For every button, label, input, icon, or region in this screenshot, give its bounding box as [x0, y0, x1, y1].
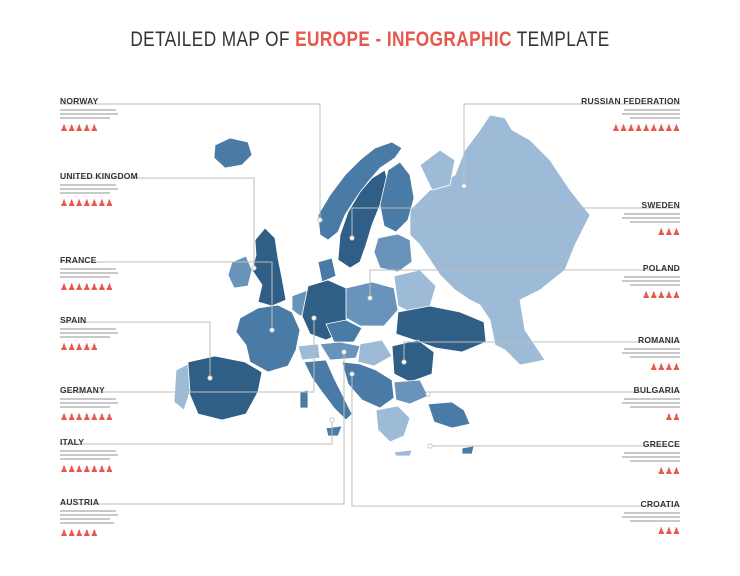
label-block-italy: ITALY ♟♟♟♟♟♟♟ [60, 437, 160, 474]
label-block-norway: NORWAY ♟♟♟♟♟ [60, 96, 160, 133]
country-name: SWEDEN [641, 200, 680, 210]
person-icons: ♟♟♟♟♟♟♟ [60, 464, 113, 474]
region-iceland [213, 137, 253, 169]
region-russia [409, 114, 591, 366]
placeholder-text [580, 276, 680, 286]
country-name: GERMANY [60, 385, 105, 395]
title-part-3: TEMPLATE [511, 28, 610, 51]
region-norway [317, 141, 403, 241]
region-france [235, 304, 301, 373]
region-russia-north [419, 149, 456, 191]
region-baltics [373, 233, 413, 273]
label-block-russian-federation: RUSSIAN FEDERATION ♟♟♟♟♟♟♟♟♟ [580, 96, 681, 133]
label-block-spain: SPAIN ♟♟♟♟♟ [60, 315, 160, 352]
country-name: FRANCE [60, 255, 97, 265]
country-name: AUSTRIA [60, 497, 100, 507]
label-block-croatia: CROATIA ♟♟♟ [580, 499, 681, 536]
country-name: SPAIN [60, 315, 87, 325]
country-name: ITALY [60, 437, 85, 447]
country-name: CROATIA [640, 499, 680, 509]
person-icons: ♟♟♟♟♟♟♟ [60, 198, 113, 208]
person-icons: ♟♟♟♟♟♟♟ [60, 282, 113, 292]
label-block-bulgaria: BULGARIA ♟♟ [580, 385, 681, 422]
region-poland [345, 281, 399, 327]
region-uk [251, 227, 287, 307]
placeholder-text [60, 450, 160, 460]
map-markers [207, 183, 467, 449]
person-icons: ♟♟♟♟♟ [60, 342, 98, 352]
region-spain [185, 355, 263, 421]
label-block-greece: GREECE ♟♟♟ [580, 439, 681, 476]
placeholder-text [580, 398, 680, 408]
region-bulgaria [393, 379, 429, 405]
region-turkey [427, 401, 471, 429]
person-icons: ♟♟♟♟♟ [60, 123, 98, 133]
map-regions [173, 114, 591, 457]
person-icons: ♟♟♟♟♟ [642, 290, 680, 300]
placeholder-text [60, 328, 160, 338]
placeholder-text [580, 348, 680, 358]
label-block-germany: GERMANY ♟♟♟♟♟♟♟ [60, 385, 160, 422]
country-name: UNITED KINGDOM [60, 171, 138, 181]
label-block-united-kingdom: UNITED KINGDOM ♟♟♟♟♟♟♟ [60, 171, 160, 208]
person-icons: ♟♟ [664, 412, 681, 422]
person-icons: ♟♟♟ [657, 466, 680, 476]
country-name: NORWAY [60, 96, 99, 106]
country-name: ROMANIA [637, 335, 680, 345]
region-czechia [325, 319, 363, 343]
region-greece [375, 405, 411, 443]
placeholder-text [580, 109, 680, 119]
person-icons: ♟♟♟♟ [649, 362, 681, 372]
region-austria [319, 341, 361, 361]
person-icons: ♟♟♟ [657, 526, 680, 536]
placeholder-text [580, 213, 680, 223]
person-icons: ♟♟♟♟♟♟♟ [60, 412, 113, 422]
label-block-poland: POLAND ♟♟♟♟♟ [580, 263, 681, 300]
region-finland [379, 161, 415, 233]
page-title: DETAILED MAP OF EUROPE - INFOGRAPHIC TEM… [67, 28, 674, 52]
placeholder-text [60, 109, 160, 119]
region-ireland [227, 255, 253, 289]
title-part-1: DETAILED MAP OF [130, 28, 296, 51]
country-name: POLAND [642, 263, 680, 273]
region-sicily [325, 425, 343, 437]
person-icons: ♟♟♟♟♟ [60, 528, 98, 538]
label-block-france: FRANCE ♟♟♟♟♟♟♟ [60, 255, 160, 292]
person-icons: ♟♟♟♟♟♟♟♟♟ [611, 123, 681, 133]
region-cyprus [461, 445, 475, 455]
label-block-austria: AUSTRIA ♟♟♟♟♟ [60, 497, 160, 538]
region-switzerland [297, 343, 321, 361]
region-romania [391, 339, 435, 383]
placeholder-text [580, 452, 680, 462]
title-accent: EUROPE - INFOGRAPHIC [295, 28, 512, 51]
placeholder-text [580, 512, 680, 522]
region-sardinia [299, 389, 309, 409]
region-portugal [173, 363, 191, 411]
label-block-romania: ROMANIA ♟♟♟♟ [580, 335, 681, 372]
person-icons: ♟♟♟ [657, 227, 680, 237]
placeholder-text [60, 184, 160, 194]
country-name: BULGARIA [633, 385, 680, 395]
country-name: GREECE [642, 439, 680, 449]
placeholder-text [60, 268, 160, 278]
placeholder-text [60, 398, 160, 408]
country-name: RUSSIAN FEDERATION [581, 96, 680, 106]
region-balkans [341, 361, 395, 409]
region-denmark [317, 257, 337, 283]
region-italy [303, 359, 353, 421]
region-hungary [357, 339, 393, 367]
placeholder-text [60, 510, 160, 524]
label-block-sweden: SWEDEN ♟♟♟ [580, 200, 681, 237]
region-crete [393, 449, 413, 457]
